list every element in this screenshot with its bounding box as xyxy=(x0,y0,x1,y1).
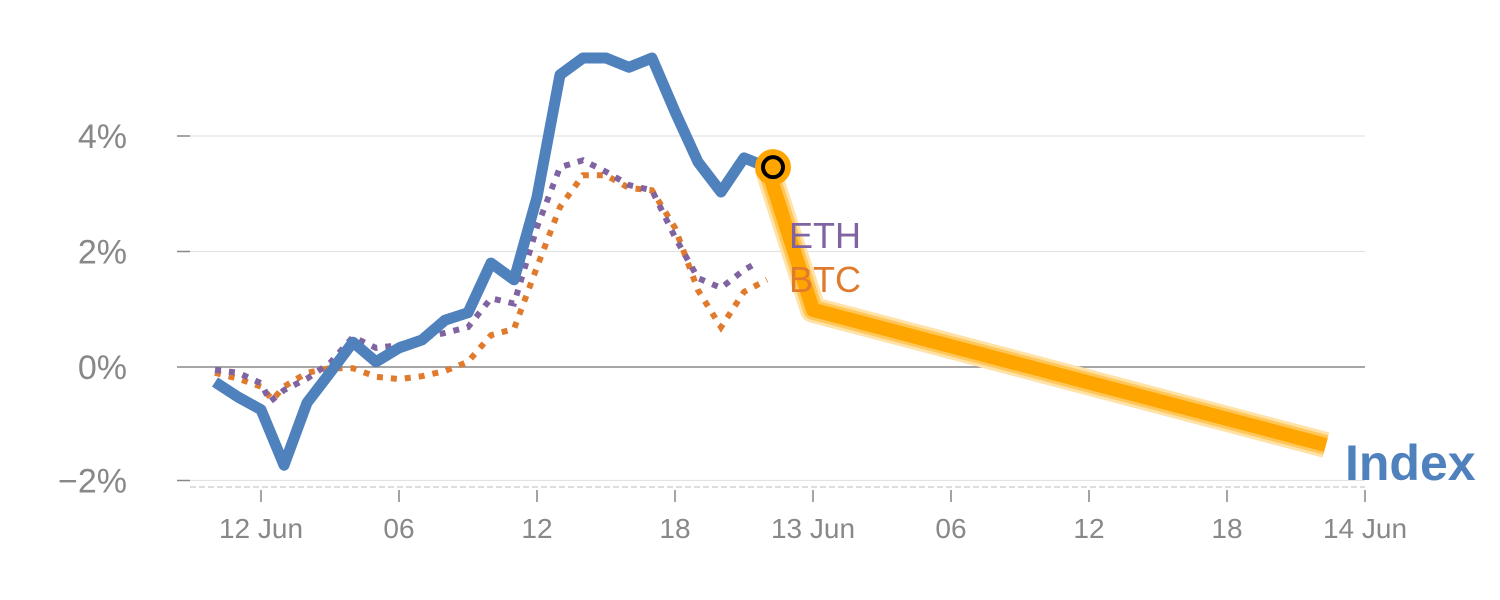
x-tick-label: 18 xyxy=(659,513,690,544)
x-tick-label: 12 xyxy=(1073,513,1104,544)
series-line-index-projection xyxy=(760,165,1328,452)
x-tick-label: 14 Jun xyxy=(1323,513,1407,544)
series-label-btc: BTC xyxy=(789,259,861,300)
y-tick-label: −2% xyxy=(58,463,127,501)
series-line-btc xyxy=(214,172,769,405)
projection-halo-inner xyxy=(757,164,1329,455)
y-tick-label: 4% xyxy=(78,118,127,156)
x-tick-label: 13 Jun xyxy=(771,513,855,544)
series-line-eth xyxy=(214,157,755,407)
axes: −2% 0% 2% 4% 12 Jun 06 12 18 13 Jun 06 12 18 14 Jun xyxy=(58,118,1407,544)
x-tick-label: 12 xyxy=(521,513,552,544)
projection-halo xyxy=(754,163,1330,458)
series-lines xyxy=(211,52,1330,471)
highlight-marker-ring xyxy=(761,155,785,180)
x-tick-label: 12 Jun xyxy=(219,513,303,544)
series-line-index xyxy=(211,52,770,471)
x-tick-label: 18 xyxy=(1211,513,1242,544)
y-tick-label: 2% xyxy=(78,234,127,272)
gridlines xyxy=(190,135,1365,482)
x-tick-label: 06 xyxy=(383,513,414,544)
series-label-index: Index xyxy=(1345,435,1476,491)
y-tick-label: 0% xyxy=(78,349,127,387)
x-tick-label: 06 xyxy=(935,513,966,544)
series-label-eth: ETH xyxy=(789,215,861,256)
